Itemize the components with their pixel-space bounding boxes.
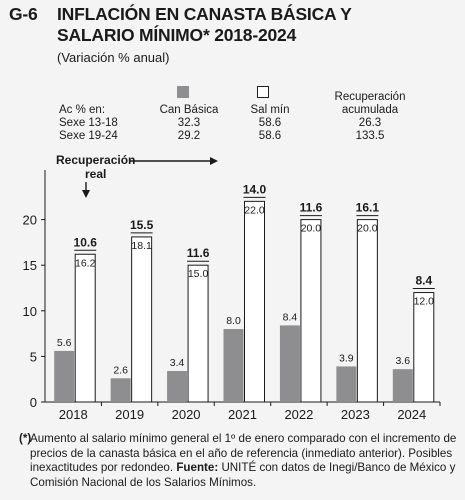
x-tick-label: 2022 [284, 407, 313, 422]
data-label-recuperacion-real: 15.5 [130, 218, 154, 232]
footnote-asterisk: (*) [19, 432, 32, 445]
chart-subtitle: (Variación % anual) [57, 50, 170, 65]
bar-sal-min [413, 292, 435, 403]
bar-sal-min [187, 264, 209, 403]
legend-row-2: Sexe 19-24 [59, 130, 118, 142]
legend-sal-label: Sal mín [250, 104, 290, 116]
title-line-1: INFLACIÓN EN CANASTA BÁSICA Y [57, 4, 352, 24]
bar-sal-min [74, 253, 96, 403]
y-tick-label: 15 [23, 258, 37, 273]
data-label-sal-min: 15.0 [188, 268, 209, 280]
bar-can-basica [110, 378, 131, 402]
footnote-source-text: UNITÉ con datos de Inegi/Banco de México… [30, 461, 456, 489]
data-label-can-basica: 8.0 [226, 315, 241, 327]
legend-recuperacion: Recuperación acumulada 26.3 133.5 [326, 91, 414, 143]
data-label-can-basica: 2.6 [113, 364, 128, 376]
data-label-sal-min: 20.0 [357, 223, 378, 235]
chart-title: G-6 INFLACIÓN EN CANASTA BÁSICA Y SALARIO… [9, 4, 352, 46]
recuperacion-real-annotation: Recuperación real [56, 153, 135, 181]
legend-rec-value-1: 26.3 [358, 117, 382, 129]
legend-sal-min: Sal mín 58.6 58.6 [238, 104, 302, 143]
data-label-sal-min: 16.2 [75, 257, 96, 269]
bar-can-basica [279, 325, 300, 402]
data-label-recuperacion-real: 14.0 [243, 182, 267, 196]
data-label-recuperacion-real: 11.6 [300, 201, 323, 215]
x-tick-label: 2020 [172, 407, 201, 422]
data-label-recuperacion-real: 16.1 [356, 201, 380, 215]
bar-sal-min [300, 219, 322, 403]
annotation-line-1: Recuperación [56, 153, 136, 167]
data-label-recuperacion-real: 11.6 [187, 246, 210, 260]
legend-can-value-2: 29.2 [177, 130, 201, 142]
legend-sal-value-1: 58.6 [258, 117, 282, 129]
legend-rec-label-1: Recuperación [334, 91, 406, 103]
legend-can-basica: Can Básica 32.3 29.2 [150, 104, 228, 143]
bar-can-basica [54, 350, 75, 402]
x-tick-label: 2018 [59, 407, 88, 422]
legend-can-label: Can Básica [159, 104, 219, 116]
legend-can-value-1: 32.3 [177, 117, 201, 129]
plot-area: 0 5 10 15 20 2018 5.6 16.2 10.6 2019 2.6 18.1 15.5 20… [23, 170, 441, 422]
legend-rec-label-2: acumulada [341, 104, 399, 116]
bar-sal-min [356, 219, 378, 403]
data-label-sal-min: 22.0 [244, 204, 265, 216]
y-tick-label: 0 [30, 395, 37, 410]
x-tick-label: 2023 [341, 407, 370, 422]
data-label-recuperacion-real: 10.6 [74, 235, 98, 249]
bar-can-basica [392, 369, 413, 402]
legend-sal-value-2: 58.6 [258, 130, 282, 142]
x-tick-label: 2024 [397, 407, 426, 422]
chart-code: G-6 [9, 4, 38, 24]
bar-sal-min [244, 200, 265, 403]
bar-can-basica [223, 329, 244, 402]
data-label-can-basica: 3.4 [170, 357, 185, 369]
data-label-sal-min: 18.1 [131, 240, 152, 252]
x-tick-label: 2019 [115, 407, 144, 422]
y-tick-label: 5 [30, 349, 37, 364]
data-label-can-basica: 8.4 [283, 311, 298, 323]
legend-row-header: Ac % en: [59, 104, 106, 116]
bar-can-basica [336, 366, 357, 402]
data-label-can-basica: 5.6 [57, 337, 72, 349]
y-tick-label: 10 [23, 304, 37, 319]
legend-row-1: Sexe 13-18 [59, 117, 118, 129]
data-label-sal-min: 12.0 [414, 296, 435, 308]
bar-can-basica [167, 370, 188, 402]
data-label-can-basica: 3.6 [395, 355, 410, 367]
data-label-can-basica: 3.9 [339, 352, 354, 364]
x-tick-label: 2021 [228, 407, 257, 422]
annotation-line-2: real [85, 167, 107, 181]
data-label-sal-min: 20.0 [301, 223, 322, 235]
data-label-recuperacion-real: 8.4 [415, 274, 432, 288]
footnote-source-label: Fuente: [176, 461, 219, 474]
legend-rec-value-2: 133.5 [355, 130, 385, 142]
legend-swatch-sal-min [257, 86, 269, 98]
footnote: (*) Aumento al salario mínimo general el… [19, 432, 458, 490]
legend-row-labels: Ac % en: Sexe 13-18 Sexe 19-24 [59, 104, 118, 143]
legend-swatch-can-basica [177, 86, 189, 98]
title-line-2: SALARIO MÍNIMO* 2018-2024 [57, 25, 297, 45]
footnote-text: Aumento al salario mínimo general el 1º … [30, 432, 457, 474]
y-tick-label: 20 [23, 213, 37, 228]
bar-sal-min [131, 236, 153, 403]
